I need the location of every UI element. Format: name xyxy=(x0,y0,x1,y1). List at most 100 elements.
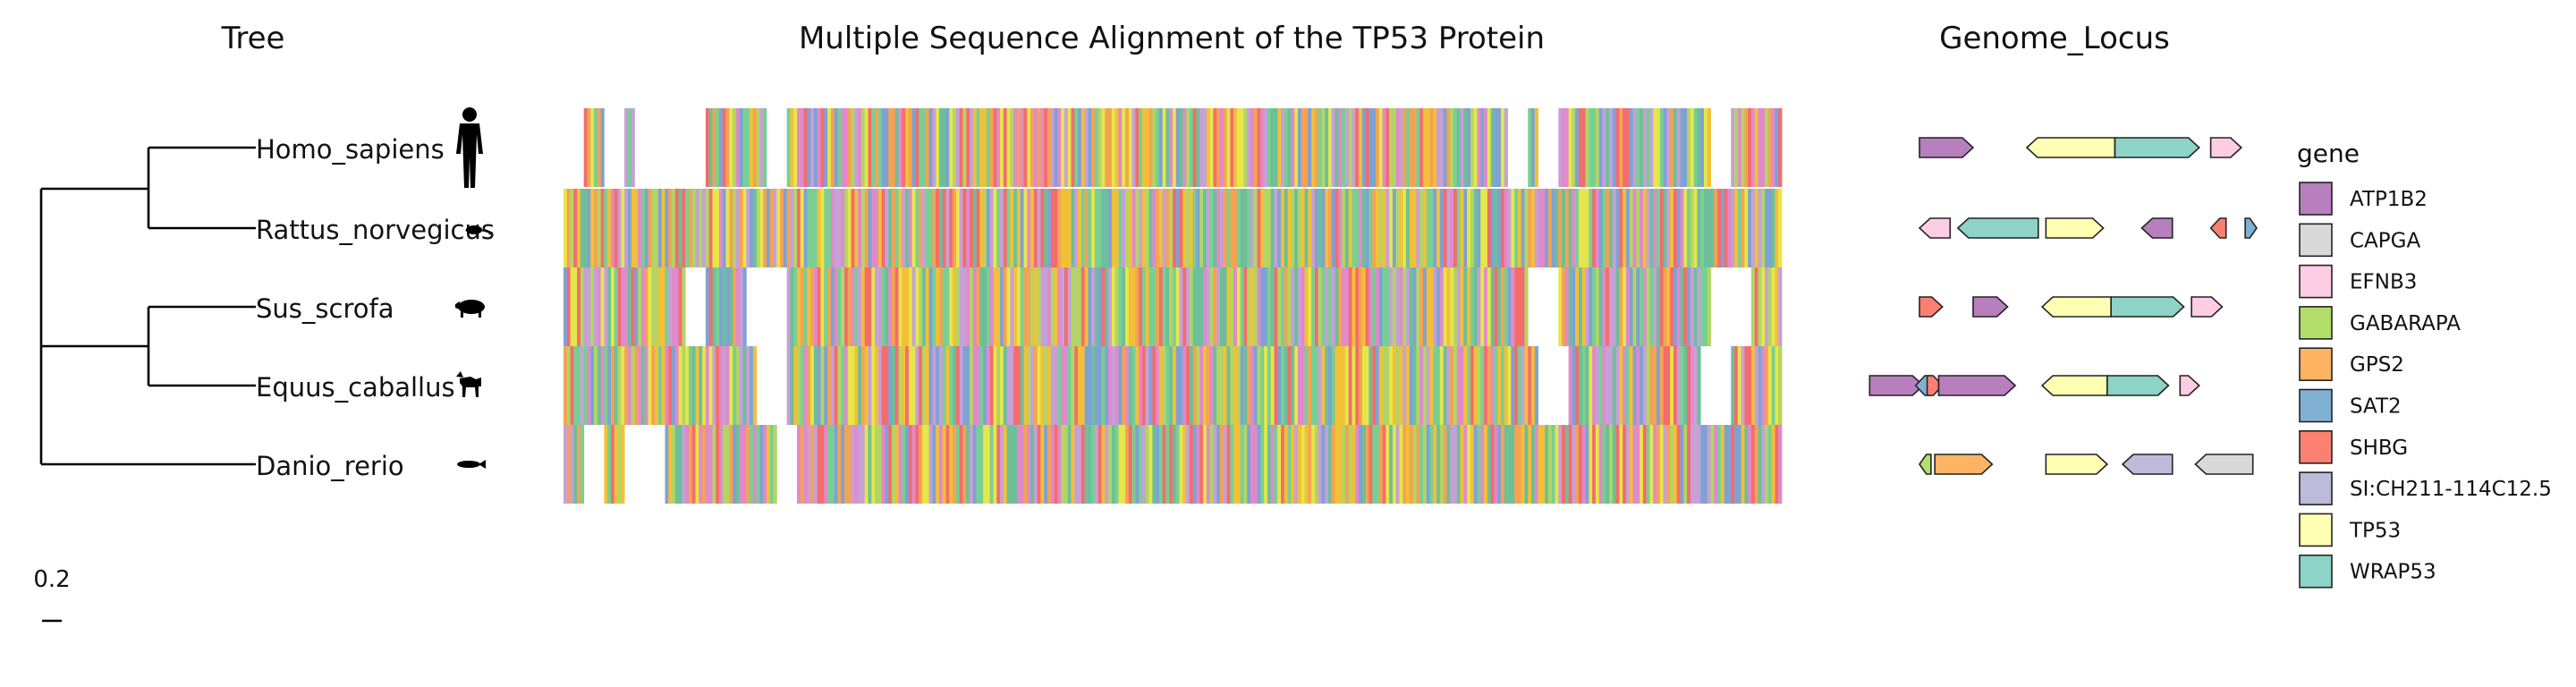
msa-cell xyxy=(1348,267,1352,346)
msa-cell xyxy=(1416,425,1420,504)
msa-cell xyxy=(1108,267,1113,346)
msa-cell xyxy=(1105,346,1109,425)
msa-cell xyxy=(1013,425,1018,504)
msa-cell xyxy=(688,425,693,504)
msa-cell xyxy=(1659,425,1664,504)
msa-cell xyxy=(1192,108,1197,187)
msa-cell xyxy=(1342,346,1346,425)
msa-cell xyxy=(1507,425,1512,504)
msa-cell xyxy=(1720,189,1725,267)
msa-cell xyxy=(1304,108,1309,187)
msa-cell xyxy=(1173,189,1177,267)
msa-cell xyxy=(1084,346,1089,425)
msa-cell xyxy=(949,425,953,504)
msa-cell xyxy=(1128,267,1132,346)
msa-cell xyxy=(1579,108,1583,187)
msa-cell xyxy=(1409,267,1414,346)
msa-cell xyxy=(1575,346,1580,425)
msa-cell xyxy=(1250,189,1255,267)
msa-cell xyxy=(803,108,808,187)
msa-cell xyxy=(925,189,929,267)
msa-cell xyxy=(1592,346,1597,425)
msa-cell xyxy=(807,108,811,187)
legend-label-atp1b2: ATP1B2 xyxy=(2350,188,2428,211)
msa-cell xyxy=(1122,267,1126,346)
msa-cell xyxy=(993,189,997,267)
msa-cell xyxy=(1169,189,1174,267)
msa-cell xyxy=(1233,189,1238,267)
msa-cell xyxy=(1636,189,1640,267)
msa-cell xyxy=(1727,189,1732,267)
msa-cell xyxy=(858,267,862,346)
msa-cell xyxy=(1511,425,1515,504)
msa-cell xyxy=(1642,267,1648,346)
msa-cell xyxy=(793,267,798,346)
msa-cell xyxy=(1314,267,1319,346)
msa-cell xyxy=(1054,108,1058,187)
msa-cell xyxy=(1741,425,1745,504)
msa-cell xyxy=(1629,108,1633,187)
msa-cell xyxy=(1443,346,1447,425)
msa-cell xyxy=(1291,425,1295,504)
msa-cell xyxy=(953,425,957,504)
msa-cell xyxy=(1311,267,1316,346)
msa-cell xyxy=(1528,108,1532,187)
msa-cell xyxy=(1111,346,1116,425)
msa-cell xyxy=(970,189,974,267)
msa-cell xyxy=(1412,108,1417,187)
msa-cell xyxy=(1131,189,1136,267)
msa-cell xyxy=(1328,425,1333,504)
msa-cell xyxy=(1291,189,1295,267)
msa-cell xyxy=(1758,189,1762,267)
msa-cell xyxy=(1395,189,1400,267)
msa-cell xyxy=(888,108,893,187)
msa-cell xyxy=(1572,346,1576,425)
msa-cell xyxy=(1585,108,1589,187)
msa-cell xyxy=(1192,189,1197,267)
msa-cell xyxy=(1199,267,1204,346)
msa-cell xyxy=(841,346,845,425)
msa-cell xyxy=(959,425,963,504)
msa-cell xyxy=(1359,267,1363,346)
msa-cell xyxy=(600,108,605,187)
msa-cell xyxy=(1196,108,1200,187)
msa-cell xyxy=(979,267,984,346)
msa-cell xyxy=(1490,267,1495,346)
gene-arrow-tp53 xyxy=(2045,454,2109,475)
msa-cell xyxy=(1545,189,1549,267)
msa-cell xyxy=(1680,108,1684,187)
msa-cell xyxy=(1010,267,1014,346)
msa-cell xyxy=(844,189,849,267)
msa-cell xyxy=(1108,346,1113,425)
msa-cell xyxy=(820,425,825,504)
msa-cell xyxy=(1497,189,1502,267)
msa-cell xyxy=(793,108,798,187)
msa-cell xyxy=(1402,346,1407,425)
msa-cell xyxy=(624,189,629,267)
gene-arrow-tp53 xyxy=(2040,375,2108,396)
msa-cell xyxy=(1443,267,1447,346)
msa-cell xyxy=(1653,189,1657,267)
msa-cell xyxy=(1551,425,1555,504)
msa-cell xyxy=(1670,346,1674,425)
msa-cell xyxy=(972,189,977,267)
msa-cell xyxy=(817,425,821,504)
msa-cell xyxy=(830,346,835,425)
msa-cell xyxy=(942,189,946,267)
msa-cell xyxy=(1078,267,1082,346)
msa-cell xyxy=(733,189,737,267)
msa-cell xyxy=(695,189,699,267)
msa-cell xyxy=(790,189,794,267)
msa-cell xyxy=(1741,346,1745,425)
msa-cell xyxy=(1027,267,1031,346)
msa-cell xyxy=(587,189,591,267)
msa-cell xyxy=(780,189,784,267)
msa-cell xyxy=(868,267,872,346)
gene-arrow-shbg xyxy=(1919,296,1944,318)
msa-cell xyxy=(564,425,568,504)
msa-cell xyxy=(1128,189,1132,267)
msa-cell xyxy=(1223,189,1227,267)
msa-cell xyxy=(1189,108,1194,187)
msa-cell xyxy=(1223,267,1227,346)
msa-cell xyxy=(847,267,852,346)
